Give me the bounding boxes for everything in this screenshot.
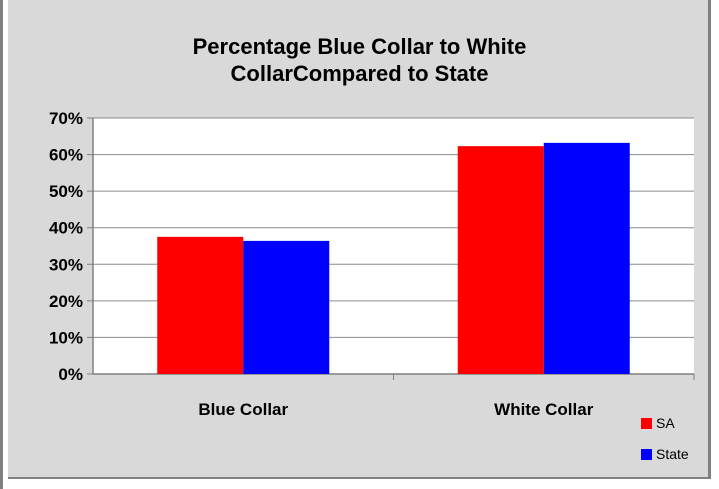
bar-sa-blue-collar bbox=[157, 236, 244, 374]
left-border bbox=[0, 0, 3, 489]
x-category-label: Blue Collar bbox=[198, 400, 288, 419]
bar-state-blue-collar bbox=[243, 240, 330, 374]
y-tick-label: 20% bbox=[49, 292, 83, 311]
x-category-label: White Collar bbox=[494, 400, 594, 419]
y-tick-label: 0% bbox=[58, 365, 83, 384]
chart-title-line-1: Percentage Blue Collar to White bbox=[192, 34, 527, 59]
legend-label: State bbox=[656, 446, 689, 462]
legend-swatch bbox=[641, 418, 652, 429]
bar-sa-white-collar bbox=[457, 146, 544, 374]
bar-state-white-collar bbox=[543, 142, 630, 374]
y-tick-label: 70% bbox=[49, 109, 83, 128]
chart-title-line-2: CollarCompared to State bbox=[230, 61, 489, 86]
y-tick-label: 10% bbox=[49, 328, 83, 347]
y-tick-label: 60% bbox=[49, 146, 83, 165]
legend-label: SA bbox=[656, 415, 675, 431]
y-tick-label: 40% bbox=[49, 219, 83, 238]
y-tick-label: 50% bbox=[49, 182, 83, 201]
chart-title: Percentage Blue Collar to White CollarCo… bbox=[8, 33, 711, 87]
legend-swatch bbox=[641, 449, 652, 460]
y-tick-label: 30% bbox=[49, 255, 83, 274]
